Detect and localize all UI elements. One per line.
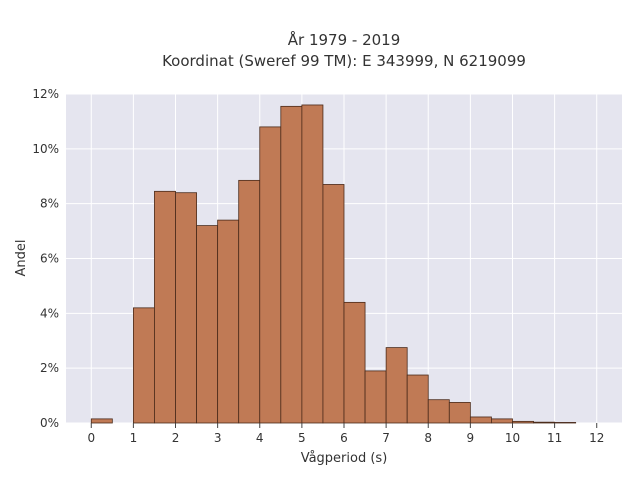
y-tick-label: 12% <box>32 87 59 101</box>
histogram-bar <box>301 104 324 424</box>
histogram-bar <box>217 219 240 424</box>
histogram-bar <box>175 192 197 424</box>
x-tick-label: 2 <box>172 431 180 445</box>
histogram-bar <box>154 190 176 424</box>
histogram-bar <box>448 402 471 424</box>
x-axis-ticks: 0 1 2 3 4 5 6 7 8 9 10 11 12 <box>87 423 604 445</box>
x-tick-label: 4 <box>256 431 264 445</box>
chart-title-line-2: Koordinat (Sweref 99 TM): E 343999, N 62… <box>162 52 526 70</box>
x-tick-label: 12 <box>589 431 604 445</box>
histogram-bar <box>469 416 492 424</box>
x-tick-label: 3 <box>214 431 222 445</box>
y-tick-label: 2% <box>40 361 59 375</box>
y-tick-label: 6% <box>40 252 59 266</box>
histogram-bar <box>90 418 113 424</box>
histogram-bar <box>533 421 556 424</box>
histogram-bar <box>259 126 282 424</box>
histogram-bar <box>491 418 513 424</box>
histogram-bar <box>385 347 408 424</box>
x-axis-label: Vågperiod (s) <box>301 451 388 466</box>
x-tick-label: 10 <box>505 431 520 445</box>
y-tick-label: 10% <box>32 142 59 156</box>
y-tick-label: 0% <box>40 416 59 430</box>
histogram-bars <box>90 104 577 424</box>
histogram-bar <box>512 420 534 424</box>
x-tick-label: 5 <box>298 431 306 445</box>
x-tick-label: 6 <box>340 431 348 445</box>
histogram-bar <box>406 374 429 424</box>
x-tick-label: 11 <box>547 431 562 445</box>
x-tick-label: 7 <box>382 431 390 445</box>
histogram-bar <box>196 225 219 424</box>
histogram-bar <box>343 301 366 424</box>
histogram-bar <box>364 370 387 424</box>
x-tick-label: 0 <box>87 431 95 445</box>
x-tick-label: 1 <box>130 431 138 445</box>
y-tick-label: 4% <box>40 306 59 320</box>
y-axis-label: Andel <box>14 240 29 277</box>
histogram-bar <box>238 179 261 424</box>
x-tick-label: 8 <box>424 431 432 445</box>
histogram-bar <box>280 105 303 424</box>
x-tick-label: 9 <box>467 431 475 445</box>
histogram-bar <box>322 184 345 424</box>
histogram-bar <box>132 307 155 424</box>
y-tick-label: 8% <box>40 197 59 211</box>
chart-title-line-1: År 1979 - 2019 <box>288 30 401 49</box>
histogram-bar <box>427 399 450 424</box>
y-axis-ticks: 0% 2% 4% 6% 8% 10% 12% <box>32 87 59 430</box>
histogram-bar <box>554 422 577 424</box>
